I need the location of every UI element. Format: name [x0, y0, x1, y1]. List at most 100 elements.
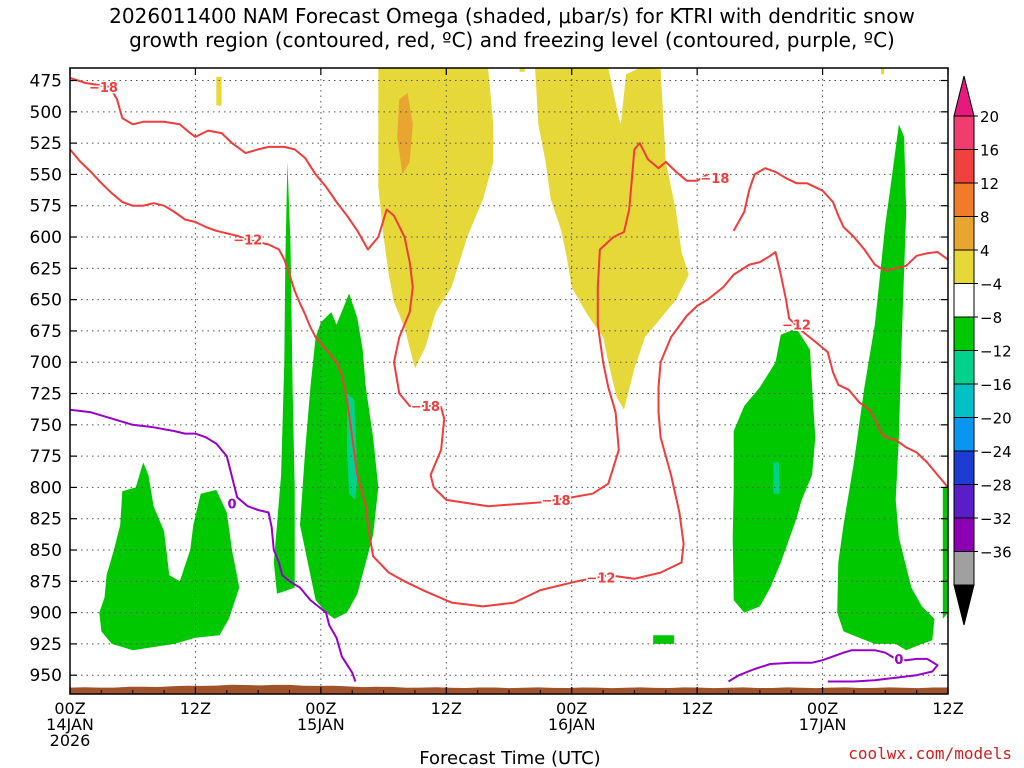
x-tick-label-5-0: 12Z	[681, 699, 712, 718]
y-tick-label-800: 800	[30, 478, 62, 498]
y-tick-label-950: 950	[30, 666, 62, 686]
x-tick-label-0-2: 2026	[50, 731, 91, 750]
y-tick-label-575: 575	[30, 197, 62, 217]
colorbar-swatch-2	[953, 182, 975, 217]
colorbar-swatch-0	[953, 115, 975, 150]
colorbar-swatch-13	[953, 551, 975, 586]
purple-contour-1	[727, 649, 939, 683]
chart-title: 2026011400 NAM Forecast Omega (shaded, μ…	[0, 4, 1024, 52]
x-tick-label-2-0: 00Z	[305, 699, 336, 718]
x-tick-label-1-0: 12Z	[180, 699, 211, 718]
red-contour-label-6: −12	[782, 319, 811, 334]
y-tick-label-550: 550	[30, 165, 62, 185]
y-tick-label-475: 475	[30, 72, 62, 92]
chart-title-line2: growth region (contoured, red, ºC) and f…	[129, 28, 895, 52]
omega-region-5	[881, 68, 885, 75]
x-tick-label-0-1: 14JAN	[46, 715, 94, 734]
grid-layer	[70, 68, 948, 694]
axes-layer: 475 500 525 550 575 600 625 650 675 700 725 750 775 8…	[30, 67, 964, 750]
colorbar-swatch-8	[953, 383, 975, 418]
omega-region-0	[216, 76, 222, 106]
y-tick-label-500: 500	[30, 103, 62, 123]
y-tick-label-675: 675	[30, 322, 62, 342]
omega-fill-layer	[99, 68, 948, 651]
colorbar-swatch-3	[953, 216, 975, 251]
colorbar-label-5: −4	[980, 276, 1002, 294]
y-tick-label-725: 725	[30, 385, 62, 405]
x-tick-label-7-0: 12Z	[932, 699, 963, 718]
omega-region-2	[397, 93, 413, 175]
omega-region-12	[837, 124, 935, 651]
y-tick-label-650: 650	[30, 291, 62, 311]
colorbar-label-10: −24	[980, 443, 1012, 461]
y-tick-label-600: 600	[30, 228, 62, 248]
contour-label-layer: −18 −12 −18 −18 −12 −18 −12 0 0	[87, 79, 904, 669]
purple-contour-0	[70, 408, 357, 682]
red-contour-label-0: −18	[89, 81, 118, 96]
omega-region-7	[273, 161, 295, 594]
x-tick-label-3-0: 12Z	[431, 699, 462, 718]
y-tick-label-875: 875	[30, 572, 62, 592]
colorbar-swatch-9	[953, 417, 975, 452]
colorbar-swatch-6	[953, 316, 975, 351]
colorbar: 20 16 12 8 4 −4 −8 −12 −16 −20 −24 −28 −32 −36	[953, 75, 1012, 626]
omega-region-14	[653, 635, 675, 644]
red-contour-0	[70, 77, 709, 508]
colorbar-top-triangle	[953, 75, 975, 117]
x-axis-label: Forecast Time (UTC)	[419, 748, 600, 768]
y-tick-label-700: 700	[30, 353, 62, 373]
x-tick-label-4-0: 00Z	[556, 699, 587, 718]
red-contour-label-5: −18	[700, 172, 729, 187]
colorbar-label-4: 4	[980, 242, 990, 260]
red-contour-label-2: −18	[411, 400, 440, 415]
y-tick-label-775: 775	[30, 447, 62, 467]
y-tick-label-750: 750	[30, 416, 62, 436]
x-tick-label-4-1: 16JAN	[548, 715, 596, 734]
colorbar-label-9: −20	[980, 410, 1012, 428]
colorbar-label-8: −16	[980, 376, 1012, 394]
purple-contour-label-0: 0	[227, 498, 236, 513]
colorbar-label-7: −12	[980, 343, 1012, 361]
y-tick-label-525: 525	[30, 134, 62, 154]
purple-contour-label-1: 0	[894, 653, 903, 668]
colorbar-swatch-5	[953, 283, 975, 318]
x-tick-label-6-0: 00Z	[807, 699, 838, 718]
contour-layer	[70, 77, 948, 683]
credit-text: coolwx.com/models	[848, 744, 1012, 763]
colorbar-label-11: −28	[980, 477, 1012, 495]
colorbar-label-0: 20	[980, 108, 999, 126]
omega-region-4	[519, 68, 525, 72]
y-tick-label-925: 925	[30, 635, 62, 655]
colorbar-swatch-10	[953, 450, 975, 485]
colorbar-swatch-7	[953, 350, 975, 385]
colorbar-swatch-1	[953, 149, 975, 184]
colorbar-swatch-4	[953, 249, 975, 284]
colorbar-swatch-12	[953, 517, 975, 552]
colorbar-bottom-triangle	[953, 584, 975, 626]
x-tick-label-0-0: 00Z	[54, 699, 85, 718]
red-contour-label-3: −18	[542, 494, 571, 509]
red-contour-2	[732, 167, 948, 272]
y-tick-label-850: 850	[30, 541, 62, 561]
colorbar-label-6: −8	[980, 309, 1002, 327]
x-tick-label-2-1: 15JAN	[297, 715, 345, 734]
omega-region-11	[773, 462, 780, 494]
y-tick-label-900: 900	[30, 604, 62, 624]
colorbar-label-1: 16	[980, 142, 999, 160]
colorbar-label-13: −36	[980, 544, 1012, 562]
colorbar-swatch-11	[953, 484, 975, 519]
red-contour-label-1: −12	[233, 234, 262, 249]
omega-region-8	[300, 293, 379, 619]
x-tick-label-6-1: 17JAN	[799, 715, 847, 734]
colorbar-label-3: 8	[980, 209, 990, 227]
colorbar-label-12: −32	[980, 510, 1012, 528]
y-tick-label-625: 625	[30, 259, 62, 279]
colorbar-label-2: 12	[980, 175, 999, 193]
red-contour-1	[70, 148, 948, 608]
omega-region-6	[99, 462, 240, 651]
omega-region-13	[942, 487, 948, 619]
chart-title-line1: 2026011400 NAM Forecast Omega (shaded, μ…	[109, 4, 915, 28]
red-contour-label-4: −12	[586, 572, 615, 587]
y-tick-label-825: 825	[30, 510, 62, 530]
